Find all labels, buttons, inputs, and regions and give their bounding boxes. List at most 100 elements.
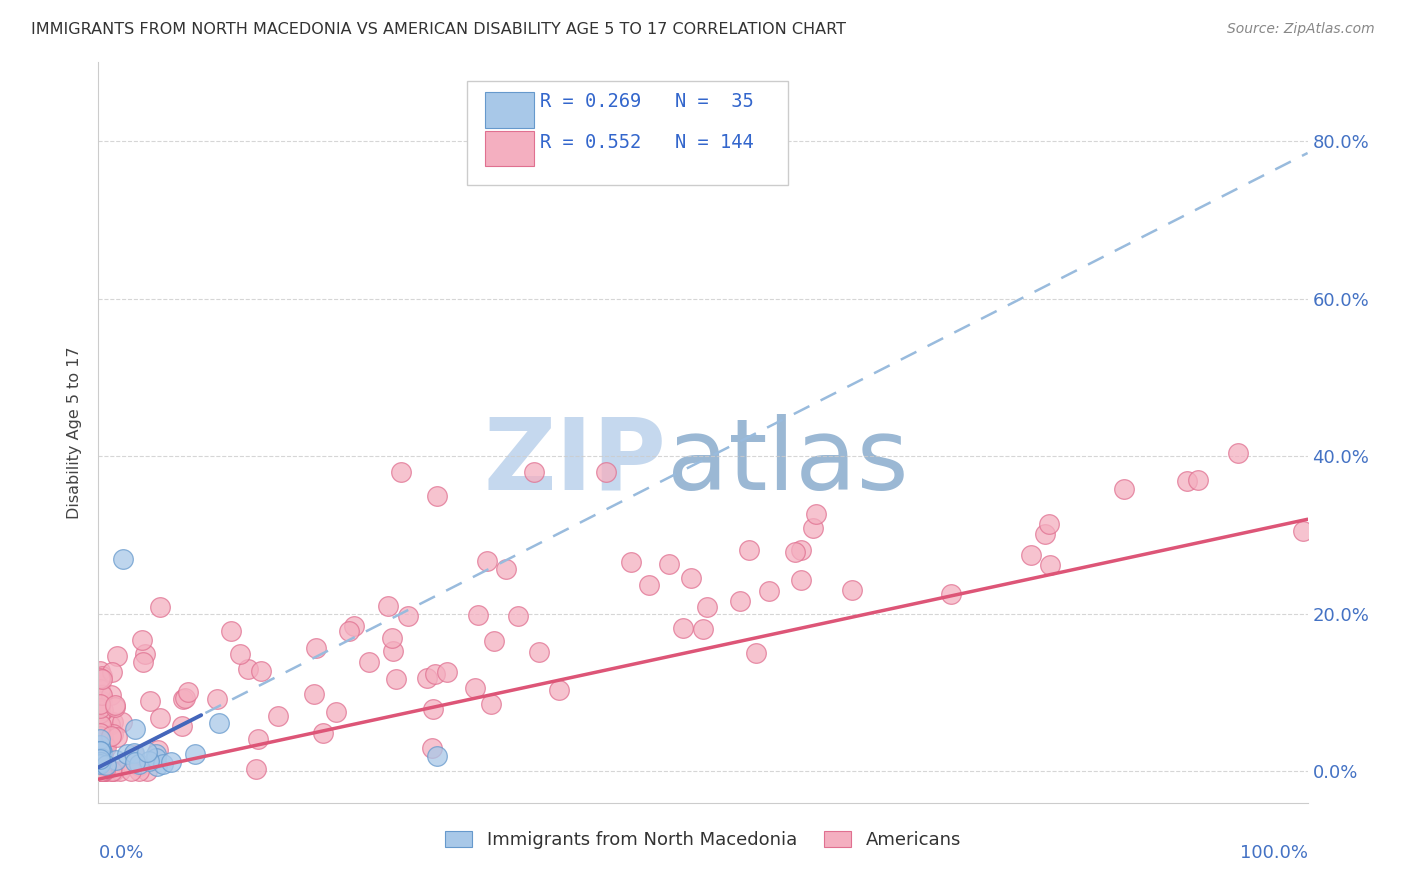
Point xyxy=(89,664,111,678)
Point xyxy=(423,666,446,681)
Point xyxy=(149,711,172,725)
Point xyxy=(115,747,138,762)
Point xyxy=(692,622,714,636)
Point xyxy=(136,764,159,778)
Point xyxy=(89,731,111,746)
Point xyxy=(139,694,162,708)
Point xyxy=(93,764,115,778)
Point xyxy=(89,725,111,739)
Point xyxy=(91,764,114,778)
Point xyxy=(135,745,157,759)
Point xyxy=(90,764,112,778)
Point xyxy=(124,748,146,763)
Point xyxy=(94,757,117,772)
Point xyxy=(1038,558,1060,572)
Point xyxy=(93,764,115,778)
Point xyxy=(101,714,124,729)
Point xyxy=(1114,482,1136,496)
Point xyxy=(184,747,207,762)
Point xyxy=(89,706,111,720)
Point xyxy=(90,764,112,778)
Point xyxy=(89,748,111,763)
Point xyxy=(132,655,155,669)
Point xyxy=(89,764,111,778)
Point xyxy=(89,681,111,696)
Y-axis label: Disability Age 5 to 17: Disability Age 5 to 17 xyxy=(67,346,83,519)
Point xyxy=(638,578,661,592)
Point xyxy=(93,738,115,752)
Point xyxy=(89,748,111,763)
Point xyxy=(420,740,443,755)
Point xyxy=(104,698,127,712)
Point xyxy=(939,587,962,601)
Point xyxy=(107,649,129,664)
Point xyxy=(250,664,273,678)
Point xyxy=(91,764,114,778)
Point xyxy=(89,752,111,766)
Point xyxy=(342,619,364,633)
Point xyxy=(267,709,290,723)
Point xyxy=(90,688,112,702)
Point xyxy=(1175,474,1198,488)
FancyBboxPatch shape xyxy=(485,130,534,166)
Point xyxy=(89,744,111,758)
Point xyxy=(96,739,118,754)
Point xyxy=(148,743,170,757)
Point xyxy=(89,756,111,770)
Point xyxy=(111,551,134,566)
Point xyxy=(475,554,498,568)
Point xyxy=(124,723,146,737)
Point xyxy=(679,571,702,585)
Point xyxy=(90,764,112,778)
Point xyxy=(302,687,325,701)
Point xyxy=(229,648,252,662)
Point xyxy=(89,744,111,758)
Point xyxy=(90,688,112,702)
Point xyxy=(790,574,813,588)
Point xyxy=(105,753,128,767)
Point xyxy=(672,621,695,635)
Point xyxy=(110,715,132,730)
Text: 100.0%: 100.0% xyxy=(1240,844,1308,862)
Point xyxy=(90,764,112,778)
Point xyxy=(89,764,111,778)
Point xyxy=(91,740,114,755)
Point xyxy=(91,694,114,708)
Point xyxy=(172,692,194,706)
Point xyxy=(384,672,406,686)
Point xyxy=(1019,548,1042,562)
Point xyxy=(467,608,489,623)
Point xyxy=(149,600,172,615)
Point xyxy=(122,747,145,761)
Point xyxy=(89,756,111,770)
Point xyxy=(146,759,169,773)
Point xyxy=(100,688,122,702)
Point xyxy=(172,719,194,733)
Point xyxy=(174,690,197,705)
Point xyxy=(93,764,115,778)
Point xyxy=(91,764,114,778)
Point xyxy=(89,748,111,763)
Text: atlas: atlas xyxy=(666,414,908,511)
Point xyxy=(89,739,111,753)
Text: IMMIGRANTS FROM NORTH MACEDONIA VS AMERICAN DISABILITY AGE 5 TO 17 CORRELATION C: IMMIGRANTS FROM NORTH MACEDONIA VS AMERI… xyxy=(31,22,846,37)
Point xyxy=(205,691,228,706)
FancyBboxPatch shape xyxy=(485,92,534,128)
Point xyxy=(1292,524,1315,538)
Point xyxy=(738,542,761,557)
Point xyxy=(801,521,824,535)
Point xyxy=(523,465,546,479)
Point xyxy=(91,703,114,717)
Point xyxy=(381,632,404,646)
Point xyxy=(89,716,111,731)
Point xyxy=(389,465,412,479)
Point xyxy=(1187,474,1209,488)
Point xyxy=(238,663,260,677)
Point xyxy=(89,748,111,763)
Point xyxy=(145,750,167,764)
FancyBboxPatch shape xyxy=(467,81,787,185)
Point xyxy=(1038,517,1060,532)
Point xyxy=(464,681,486,695)
Point xyxy=(90,750,112,764)
Point xyxy=(104,700,127,714)
